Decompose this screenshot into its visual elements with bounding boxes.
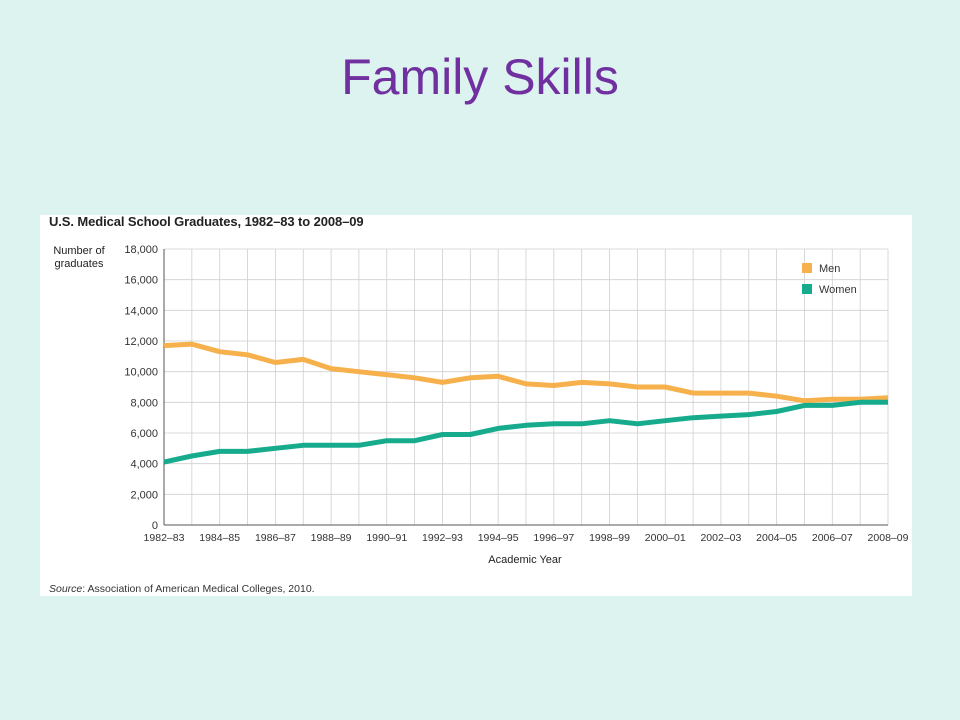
x-tick-label: 1988–89 [311, 532, 352, 544]
x-tick-label: 2006–07 [812, 532, 853, 544]
series-line-women [163, 399, 888, 465]
x-tick-label: 2008–09 [868, 532, 909, 544]
y-tick-label: 6,000 [130, 428, 158, 440]
series-lines [163, 341, 889, 465]
line-chart: 0 2,000 4,000 6,000 8,000 10,000 12,000 14,000 1… [53, 244, 909, 566]
y-tick-label: 8,000 [130, 397, 158, 409]
x-tick-label: 1982–83 [144, 532, 185, 544]
legend-swatch-men [802, 263, 812, 273]
y-tick-label: 2,000 [130, 489, 158, 501]
legend: Men Women [802, 263, 857, 296]
slide-title: Family Skills [341, 49, 619, 105]
x-tick-label: 1984–85 [199, 532, 240, 544]
x-tick-label: 2004–05 [756, 532, 797, 544]
x-tick-label: 1994–95 [478, 532, 519, 544]
x-tick-label: 2002–03 [700, 532, 741, 544]
axes [163, 249, 888, 526]
x-tick-label: 1996–97 [533, 532, 574, 544]
x-tick-labels: 1982–83 1984–85 1986–87 1988–89 1990–91 1992–… [144, 532, 909, 544]
x-tick-label: 1992–93 [422, 532, 463, 544]
y-tick-label: 0 [152, 520, 158, 532]
y-axis-label-line2: graduates [55, 258, 104, 270]
y-tick-label: 14,000 [124, 305, 158, 317]
legend-label-men: Men [819, 263, 840, 275]
y-axis-label-line1: Number of [53, 245, 105, 257]
chart-source: Source: Association of American Medical … [49, 583, 315, 595]
x-tick-label: 1986–87 [255, 532, 296, 544]
x-tick-label: 1990–91 [366, 532, 407, 544]
y-tick-label: 4,000 [130, 459, 158, 471]
x-axis-label: Academic Year [488, 554, 562, 566]
chart-title: U.S. Medical School Graduates, 1982–83 t… [49, 214, 364, 229]
x-tick-label: 2000–01 [645, 532, 686, 544]
figure-top-strip [40, 203, 912, 215]
source-text: : Association of American Medical Colleg… [82, 583, 315, 595]
y-tick-labels: 0 2,000 4,000 6,000 8,000 10,000 12,000 14,000 1… [124, 244, 158, 532]
y-tick-label: 18,000 [124, 244, 158, 256]
y-tick-label: 12,000 [124, 336, 158, 348]
legend-label-women: Women [819, 284, 857, 296]
grid-lines [164, 248, 889, 525]
source-label: Source [49, 583, 83, 595]
series-line-men [163, 341, 889, 404]
legend-swatch-women [802, 284, 812, 294]
y-tick-label: 10,000 [124, 367, 158, 379]
y-tick-label: 16,000 [124, 275, 158, 287]
x-tick-label: 1998–99 [589, 532, 630, 544]
chart-figure: U.S. Medical School Graduates, 1982–83 t… [40, 203, 912, 596]
